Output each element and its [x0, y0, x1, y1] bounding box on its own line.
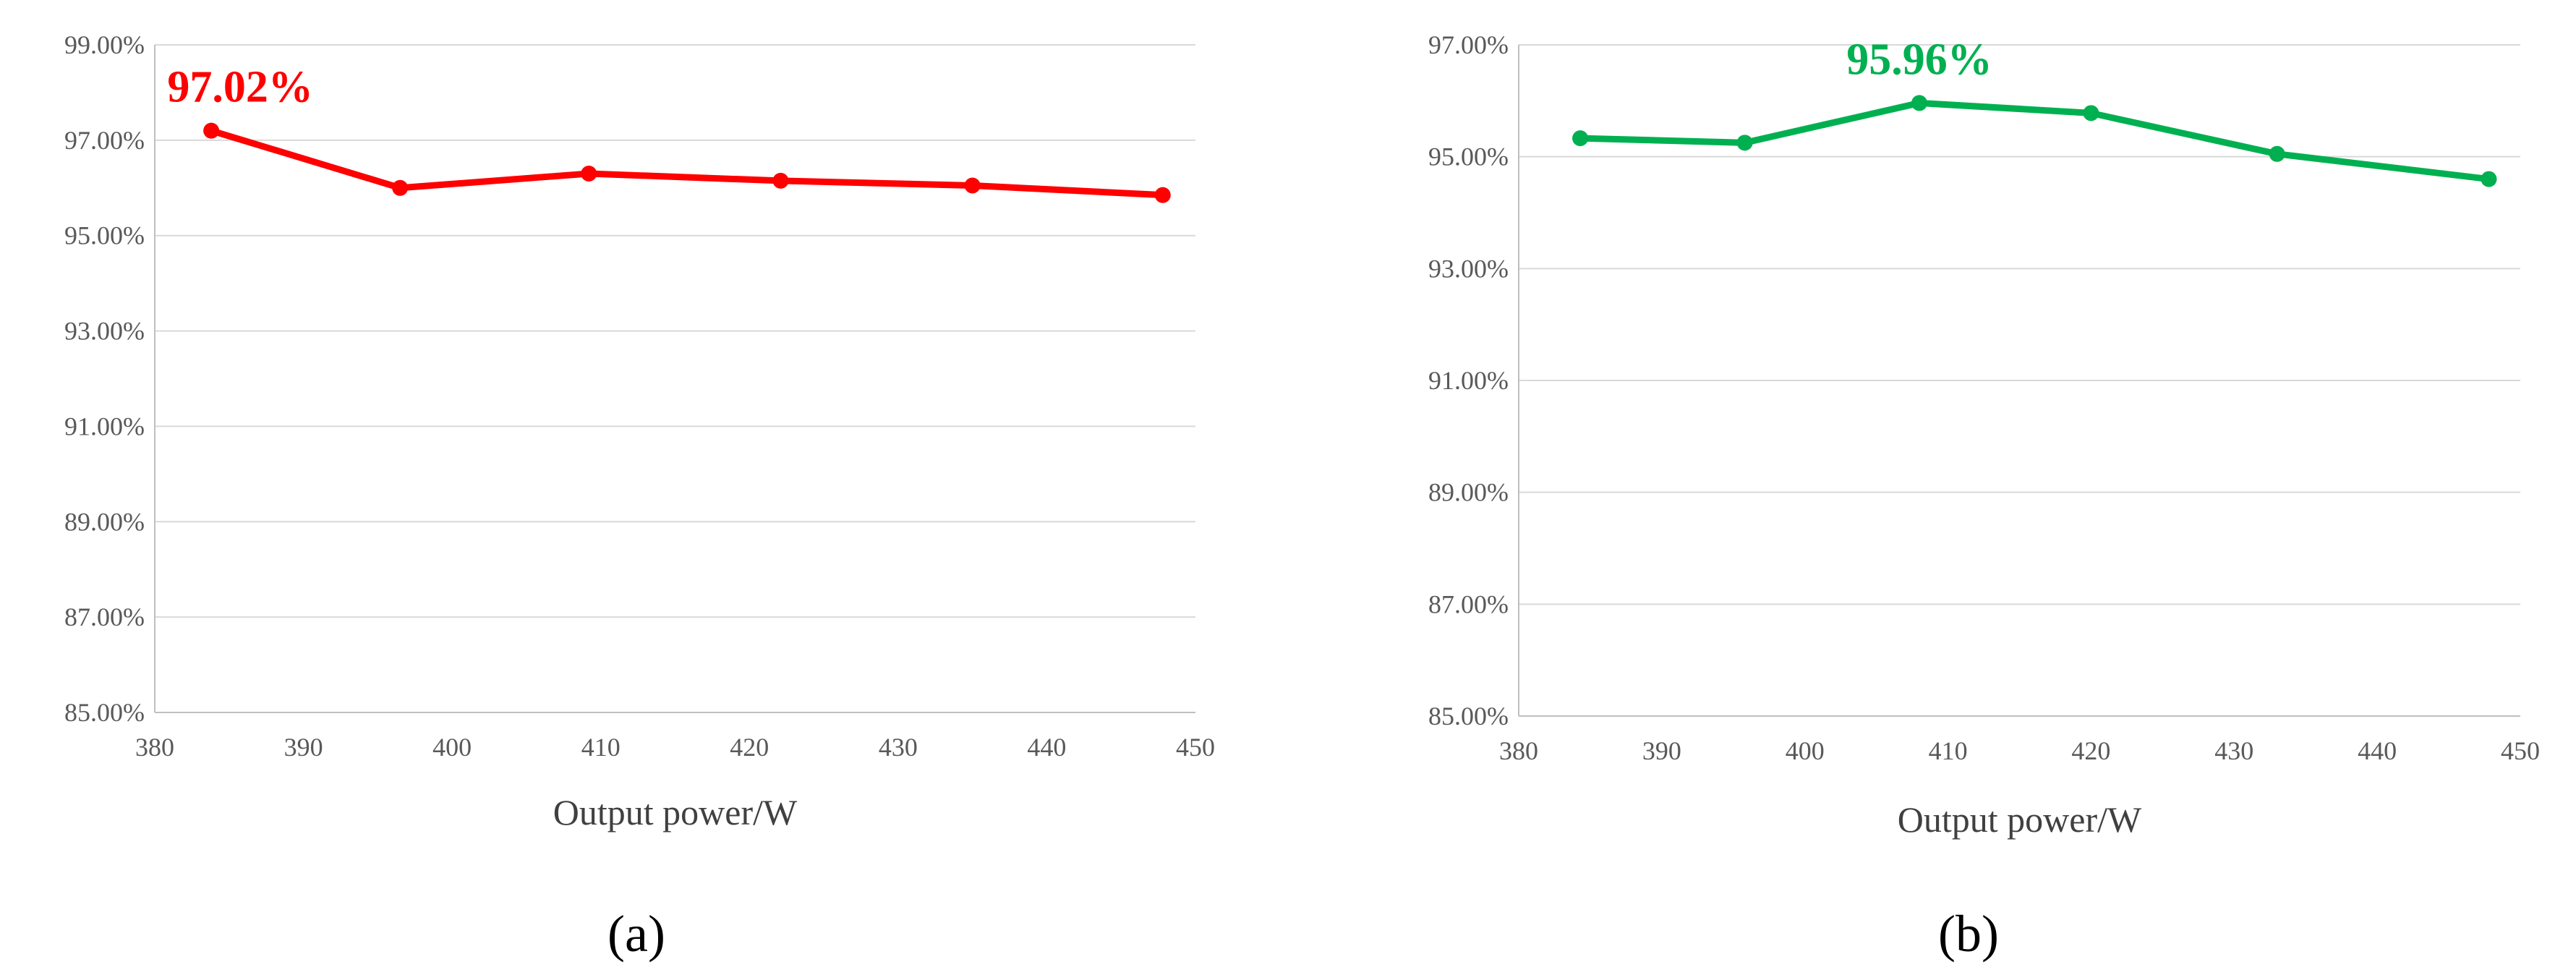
panel-label: (b): [1938, 905, 1999, 963]
y-tick-label: 87.00%: [1428, 589, 1509, 618]
x-tick-label: 410: [581, 733, 620, 762]
x-tick-label: 420: [730, 733, 769, 762]
data-point: [772, 172, 789, 189]
data-point: [1154, 187, 1171, 203]
y-tick-label: 85.00%: [1428, 702, 1509, 731]
y-tick-label: 99.00%: [64, 30, 145, 59]
y-tick-label: 93.00%: [1428, 254, 1509, 283]
y-tick-label: 97.00%: [64, 126, 145, 155]
y-tick-label: 89.00%: [64, 507, 145, 536]
data-point: [1572, 130, 1589, 147]
data-point: [2083, 105, 2099, 122]
y-tick-label: 95.00%: [64, 221, 145, 250]
data-point: [1911, 95, 1927, 111]
x-tick-label: 390: [1642, 736, 1681, 765]
x-tick-label: 410: [1929, 736, 1968, 765]
series-line: [1577, 99, 2492, 183]
chart-panel-b: 85.00% 87.00% 89.00% 91.00% 93.00% 95.00% 97.0…: [1428, 30, 2540, 963]
y-tick-label: 87.00%: [64, 603, 145, 631]
peak-annotation: 97.02%: [167, 63, 313, 112]
x-tick-label: 380: [1499, 736, 1538, 765]
data-point: [2481, 171, 2497, 187]
y-tick-label: 89.00%: [1428, 478, 1509, 507]
y-tick-label: 93.00%: [64, 317, 145, 346]
x-tick-label: 390: [284, 733, 323, 762]
series-line: [208, 127, 1167, 199]
x-tick-label: 400: [432, 733, 472, 762]
x-axis-title: Output power/W: [1898, 799, 2142, 840]
x-tick-label: 380: [135, 733, 174, 762]
x-tick-label: 440: [1027, 733, 1066, 762]
y-tick-label: 91.00%: [1428, 366, 1509, 395]
y-tick-label: 97.00%: [1428, 30, 1509, 59]
data-point: [2269, 145, 2285, 162]
data-point: [392, 179, 409, 196]
x-tick-label: 450: [1176, 733, 1215, 762]
panel-label: (a): [607, 905, 665, 963]
x-axis-title: Output power/W: [553, 792, 798, 833]
x-tick-label: 430: [879, 733, 918, 762]
x-tick-label: 450: [2501, 736, 2540, 765]
data-point: [203, 122, 220, 139]
data-point: [964, 177, 981, 194]
y-tick-label: 85.00%: [64, 698, 145, 727]
chart-panel-a: 85.00% 87.00% 89.00% 91.00% 93.00% 95.00% 97.0…: [64, 30, 1215, 963]
y-tick-label: 95.00%: [1428, 142, 1509, 171]
y-tick-label: 91.00%: [64, 412, 145, 440]
data-point: [1736, 135, 1753, 151]
x-tick-label: 440: [2358, 736, 2397, 765]
peak-annotation: 95.96%: [1846, 35, 1992, 84]
data-point: [581, 166, 597, 182]
x-tick-label: 420: [2071, 736, 2110, 765]
x-tick-label: 430: [2214, 736, 2253, 765]
x-tick-label: 400: [1786, 736, 1825, 765]
